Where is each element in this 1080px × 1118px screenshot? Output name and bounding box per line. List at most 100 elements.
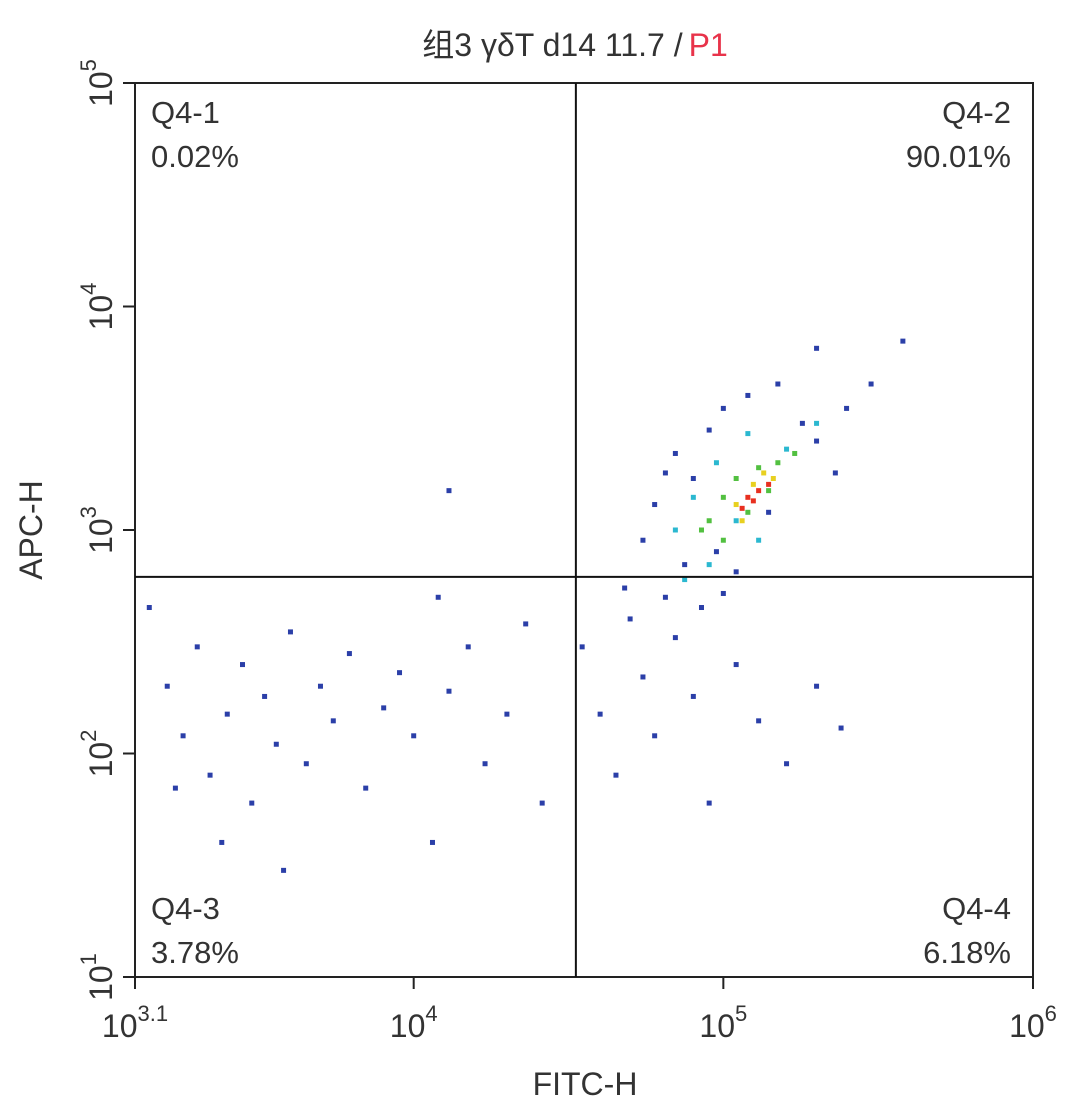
point bbox=[482, 761, 488, 767]
point bbox=[613, 772, 619, 778]
quadrant-name: Q4-1 bbox=[151, 95, 220, 130]
title-gate: P1 bbox=[689, 27, 728, 63]
point bbox=[446, 688, 452, 694]
point bbox=[397, 670, 403, 676]
point bbox=[672, 527, 678, 533]
point bbox=[739, 518, 745, 524]
x-tick-label: 104 bbox=[390, 1001, 438, 1044]
point bbox=[756, 488, 762, 494]
point bbox=[672, 450, 678, 456]
point bbox=[733, 569, 739, 575]
point bbox=[750, 498, 756, 504]
point bbox=[411, 733, 417, 739]
point bbox=[539, 800, 545, 806]
x-tick-label: 105 bbox=[699, 1001, 747, 1044]
point bbox=[662, 594, 668, 600]
y-tick-label: 104 bbox=[76, 283, 119, 331]
x-tick-label: 106 bbox=[1009, 1001, 1057, 1044]
point bbox=[346, 651, 352, 657]
point bbox=[756, 718, 762, 724]
point bbox=[652, 502, 658, 508]
quadrant-percent: 6.18% bbox=[923, 935, 1011, 970]
tick-exponent: 6 bbox=[1045, 1001, 1057, 1026]
point bbox=[761, 470, 767, 476]
point bbox=[745, 392, 751, 398]
point bbox=[766, 509, 772, 515]
point bbox=[706, 427, 712, 433]
quadrant-name: Q4-3 bbox=[151, 891, 220, 926]
point bbox=[792, 450, 798, 456]
point bbox=[766, 488, 772, 494]
y-axis-label: APC-H bbox=[13, 480, 49, 580]
point bbox=[690, 475, 696, 481]
tick-exponent: 2 bbox=[76, 730, 101, 742]
point bbox=[682, 577, 688, 583]
tick-base: 10 bbox=[83, 965, 119, 1001]
point bbox=[698, 605, 704, 611]
point bbox=[262, 693, 268, 699]
point bbox=[579, 644, 585, 650]
point bbox=[504, 711, 510, 717]
point bbox=[672, 635, 678, 641]
point bbox=[164, 683, 170, 689]
tick-base: 10 bbox=[83, 518, 119, 554]
tick-exponent: 4 bbox=[76, 283, 101, 295]
point bbox=[640, 674, 646, 680]
point bbox=[172, 785, 178, 791]
point bbox=[240, 662, 246, 668]
point bbox=[627, 616, 633, 622]
point bbox=[330, 718, 336, 724]
tick-base: 10 bbox=[390, 1008, 426, 1044]
point bbox=[832, 470, 838, 476]
tick-exponent: 4 bbox=[425, 1001, 437, 1026]
point bbox=[814, 345, 820, 351]
point bbox=[698, 527, 704, 533]
point bbox=[814, 683, 820, 689]
point bbox=[146, 605, 152, 611]
point bbox=[652, 733, 658, 739]
plot-frame bbox=[134, 82, 1034, 978]
point bbox=[281, 867, 287, 873]
quadrant-percent: 90.01% bbox=[906, 139, 1011, 174]
point bbox=[784, 761, 790, 767]
point bbox=[219, 839, 225, 845]
tick-exponent: 3.1 bbox=[138, 1001, 169, 1026]
point bbox=[756, 537, 762, 543]
point bbox=[745, 494, 751, 500]
point bbox=[713, 549, 719, 555]
tick-base: 10 bbox=[699, 1008, 735, 1044]
point bbox=[775, 460, 781, 466]
point bbox=[446, 488, 452, 494]
x-axis-label: FITC-H bbox=[533, 1066, 638, 1102]
point bbox=[523, 621, 529, 627]
point bbox=[720, 494, 726, 500]
quadrant-name: Q4-2 bbox=[942, 95, 1011, 130]
point bbox=[745, 431, 751, 437]
title-text: 组3 γδT d14 11.7 / bbox=[422, 27, 682, 63]
tick-exponent: 5 bbox=[76, 59, 101, 71]
point bbox=[682, 562, 688, 568]
tick-base: 10 bbox=[83, 71, 119, 107]
point bbox=[770, 475, 776, 481]
point bbox=[745, 509, 751, 515]
point bbox=[690, 494, 696, 500]
point bbox=[775, 381, 781, 387]
tick-base: 10 bbox=[1009, 1008, 1045, 1044]
point bbox=[690, 693, 696, 699]
point bbox=[273, 741, 279, 747]
y-tick-label: 103 bbox=[76, 506, 119, 554]
point bbox=[287, 629, 293, 635]
point bbox=[838, 725, 844, 731]
point bbox=[733, 475, 739, 481]
point bbox=[799, 420, 805, 426]
point bbox=[429, 839, 435, 845]
y-tick-label: 102 bbox=[76, 730, 119, 778]
tick-exponent: 3 bbox=[76, 506, 101, 518]
tick-base: 10 bbox=[83, 742, 119, 778]
point bbox=[713, 460, 719, 466]
y-tick-label: 101 bbox=[76, 953, 119, 1001]
point bbox=[180, 733, 186, 739]
x-tick-label: 103.1 bbox=[102, 1001, 168, 1044]
